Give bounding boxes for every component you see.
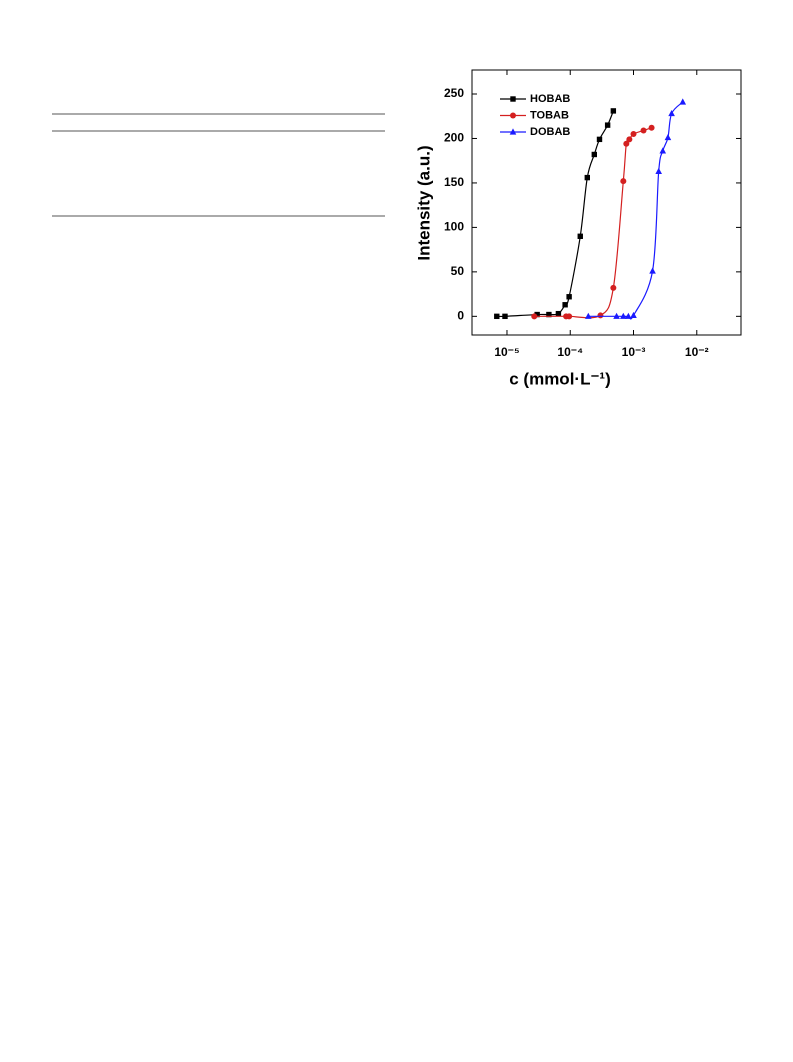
marker [577,233,583,239]
legend-label: TOBAB [530,109,569,121]
y-tick-label: 0 [457,308,464,322]
x-tick-label: 10⁻³ [622,345,646,359]
marker [640,127,647,134]
marker [597,312,604,319]
marker [546,311,552,318]
marker [659,147,667,154]
legend-label: DOBAB [530,126,570,138]
marker [625,312,632,319]
plot-frame [471,69,742,336]
marker [613,312,620,319]
y-axis-label: Intensity (a.u.) [414,145,433,260]
marker [531,313,538,320]
marker [604,122,611,128]
marker [648,124,655,131]
y-tick-label: 50 [451,264,465,278]
legend-marker [509,128,517,135]
legend-marker [510,96,516,102]
chart: c (mmol·L⁻¹) Intensity (a.u.) 0 50 100 150 2… [414,69,742,388]
y-tick-label: 100 [444,220,464,234]
marker [584,174,590,181]
x-axis-label: c (mmol·L⁻¹) [509,369,611,388]
y-tick-label: 250 [444,86,464,100]
marker [655,167,662,174]
marker [626,136,633,143]
marker [591,151,597,158]
x-tick-label: 10⁻² [685,345,709,359]
marker [649,267,656,274]
marker [566,313,573,320]
x-tick-label: 10⁻⁵ [494,345,519,359]
marker [620,312,627,319]
marker [668,109,675,117]
fit-line [496,110,614,318]
legend-label: HOBAB [530,93,570,105]
marker [555,310,562,317]
x-tick-label: 10⁻⁴ [557,345,583,359]
marker [679,98,687,105]
marker [623,140,630,147]
legend-marker [510,112,516,119]
marker [610,284,617,291]
marker [494,313,500,320]
marker [620,178,627,185]
marker [502,313,508,320]
y-tick-label: 150 [444,175,464,189]
marker [534,311,540,318]
marker [630,311,637,319]
marker [630,131,637,138]
marker [562,302,568,308]
marker [596,136,603,143]
marker [585,312,592,319]
y-tick-label: 200 [444,131,464,145]
marker [610,108,617,114]
marker [566,294,572,300]
marker [664,133,672,141]
